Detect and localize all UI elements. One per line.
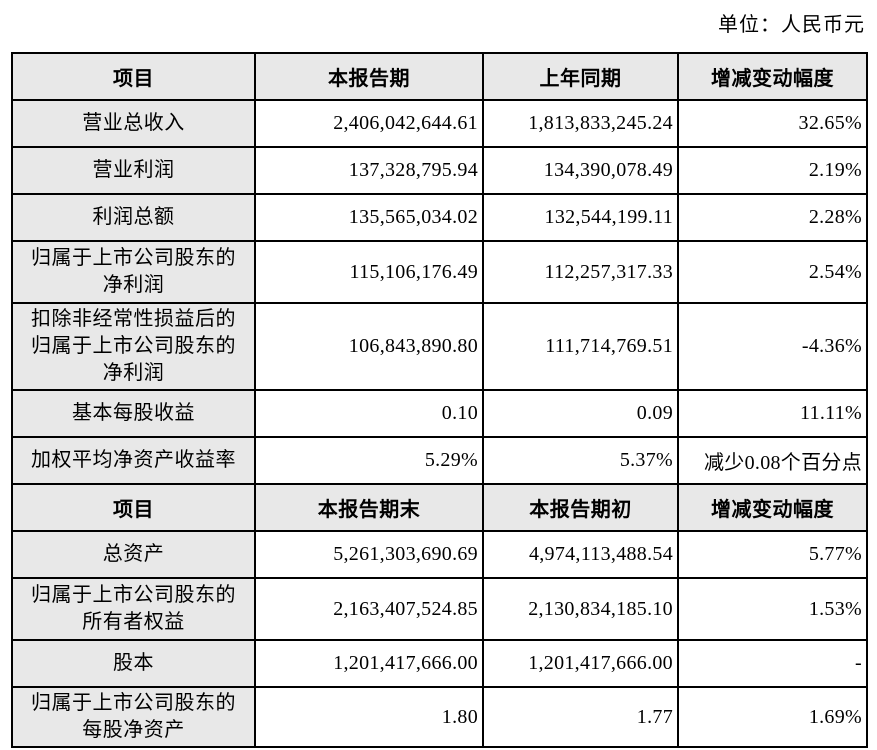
table-row-net-assets-per-share: 归属于上市公司股东的 每股净资产 1.80 1.77 1.69% xyxy=(11,686,868,748)
current-period-cell: 135,565,034.02 xyxy=(254,193,484,242)
change-cell: 2.28% xyxy=(677,193,868,242)
col-header-period-end: 本报告期末 xyxy=(254,483,484,532)
col-header-change: 增减变动幅度 xyxy=(677,483,868,532)
period-begin-cell: 4,974,113,488.54 xyxy=(482,530,679,579)
current-period-cell: 0.10 xyxy=(254,389,484,438)
item-cell: 基本每股收益 xyxy=(11,389,256,438)
period-end-cell: 1,201,417,666.00 xyxy=(254,639,484,688)
change-cell: -4.36% xyxy=(677,302,868,391)
section2-header-row: 项目 本报告期末 本报告期初 增减变动幅度 xyxy=(11,483,868,532)
table-row-owners-equity: 归属于上市公司股东的 所有者权益 2,163,407,524.85 2,130,… xyxy=(11,577,868,641)
section1-header-row: 项目 本报告期 上年同期 增减变动幅度 xyxy=(11,52,868,101)
table-row-share-capital: 股本 1,201,417,666.00 1,201,417,666.00 - xyxy=(11,639,868,688)
prior-period-cell: 112,257,317.33 xyxy=(482,240,679,304)
item-cell: 归属于上市公司股东的 所有者权益 xyxy=(11,577,256,641)
item-cell: 扣除非经常性损益后的 归属于上市公司股东的 净利润 xyxy=(11,302,256,391)
current-period-cell: 2,406,042,644.61 xyxy=(254,99,484,148)
table-row-operating-profit: 营业利润 137,328,795.94 134,390,078.49 2.19% xyxy=(11,146,868,195)
change-cell: 32.65% xyxy=(677,99,868,148)
table-row-basic-eps: 基本每股收益 0.10 0.09 11.11% xyxy=(11,389,868,438)
col-header-prior-period: 上年同期 xyxy=(482,52,679,101)
current-period-cell: 137,328,795.94 xyxy=(254,146,484,195)
unit-label: 单位：人民币元 xyxy=(718,14,865,36)
prior-period-cell: 1,813,833,245.24 xyxy=(482,99,679,148)
col-header-item: 项目 xyxy=(11,52,256,101)
period-begin-cell: 2,130,834,185.10 xyxy=(482,577,679,641)
item-cell: 归属于上市公司股东的 每股净资产 xyxy=(11,686,256,748)
change-cell: 5.77% xyxy=(677,530,868,579)
table-row-total-revenue: 营业总收入 2,406,042,644.61 1,813,833,245.24 … xyxy=(11,99,868,148)
col-header-item: 项目 xyxy=(11,483,256,532)
table-row-total-assets: 总资产 5,261,303,690.69 4,974,113,488.54 5.… xyxy=(11,530,868,579)
item-cell: 归属于上市公司股东的 净利润 xyxy=(11,240,256,304)
col-header-current-period: 本报告期 xyxy=(254,52,484,101)
financial-summary-table: 项目 本报告期 上年同期 增减变动幅度 营业总收入 2,406,042,644.… xyxy=(11,52,868,748)
period-end-cell: 5,261,303,690.69 xyxy=(254,530,484,579)
item-cell: 加权平均净资产收益率 xyxy=(11,436,256,485)
prior-period-cell: 5.37% xyxy=(482,436,679,485)
change-cell: 11.11% xyxy=(677,389,868,438)
change-cell: 2.19% xyxy=(677,146,868,195)
item-cell: 总资产 xyxy=(11,530,256,579)
item-cell: 营业总收入 xyxy=(11,99,256,148)
period-begin-cell: 1,201,417,666.00 xyxy=(482,639,679,688)
item-cell: 利润总额 xyxy=(11,193,256,242)
current-period-cell: 5.29% xyxy=(254,436,484,485)
item-cell: 股本 xyxy=(11,639,256,688)
period-begin-cell: 1.77 xyxy=(482,686,679,748)
table-row-weighted-avg-roe: 加权平均净资产收益率 5.29% 5.37% 减少0.08个百分点 xyxy=(11,436,868,485)
item-cell: 营业利润 xyxy=(11,146,256,195)
change-cell: 2.54% xyxy=(677,240,868,304)
current-period-cell: 106,843,890.80 xyxy=(254,302,484,391)
col-header-period-begin: 本报告期初 xyxy=(482,483,679,532)
period-end-cell: 1.80 xyxy=(254,686,484,748)
period-end-cell: 2,163,407,524.85 xyxy=(254,577,484,641)
table-row-total-profit: 利润总额 135,565,034.02 132,544,199.11 2.28% xyxy=(11,193,868,242)
prior-period-cell: 111,714,769.51 xyxy=(482,302,679,391)
table-row-net-profit-excl-nonrecurring: 扣除非经常性损益后的 归属于上市公司股东的 净利润 106,843,890.80… xyxy=(11,302,868,391)
prior-period-cell: 134,390,078.49 xyxy=(482,146,679,195)
current-period-cell: 115,106,176.49 xyxy=(254,240,484,304)
change-cell: 减少0.08个百分点 xyxy=(677,436,868,485)
table-row-net-profit-attributable: 归属于上市公司股东的 净利润 115,106,176.49 112,257,31… xyxy=(11,240,868,304)
change-cell: 1.69% xyxy=(677,686,868,748)
col-header-change: 增减变动幅度 xyxy=(677,52,868,101)
change-cell: 1.53% xyxy=(677,577,868,641)
prior-period-cell: 0.09 xyxy=(482,389,679,438)
prior-period-cell: 132,544,199.11 xyxy=(482,193,679,242)
change-cell: - xyxy=(677,639,868,688)
